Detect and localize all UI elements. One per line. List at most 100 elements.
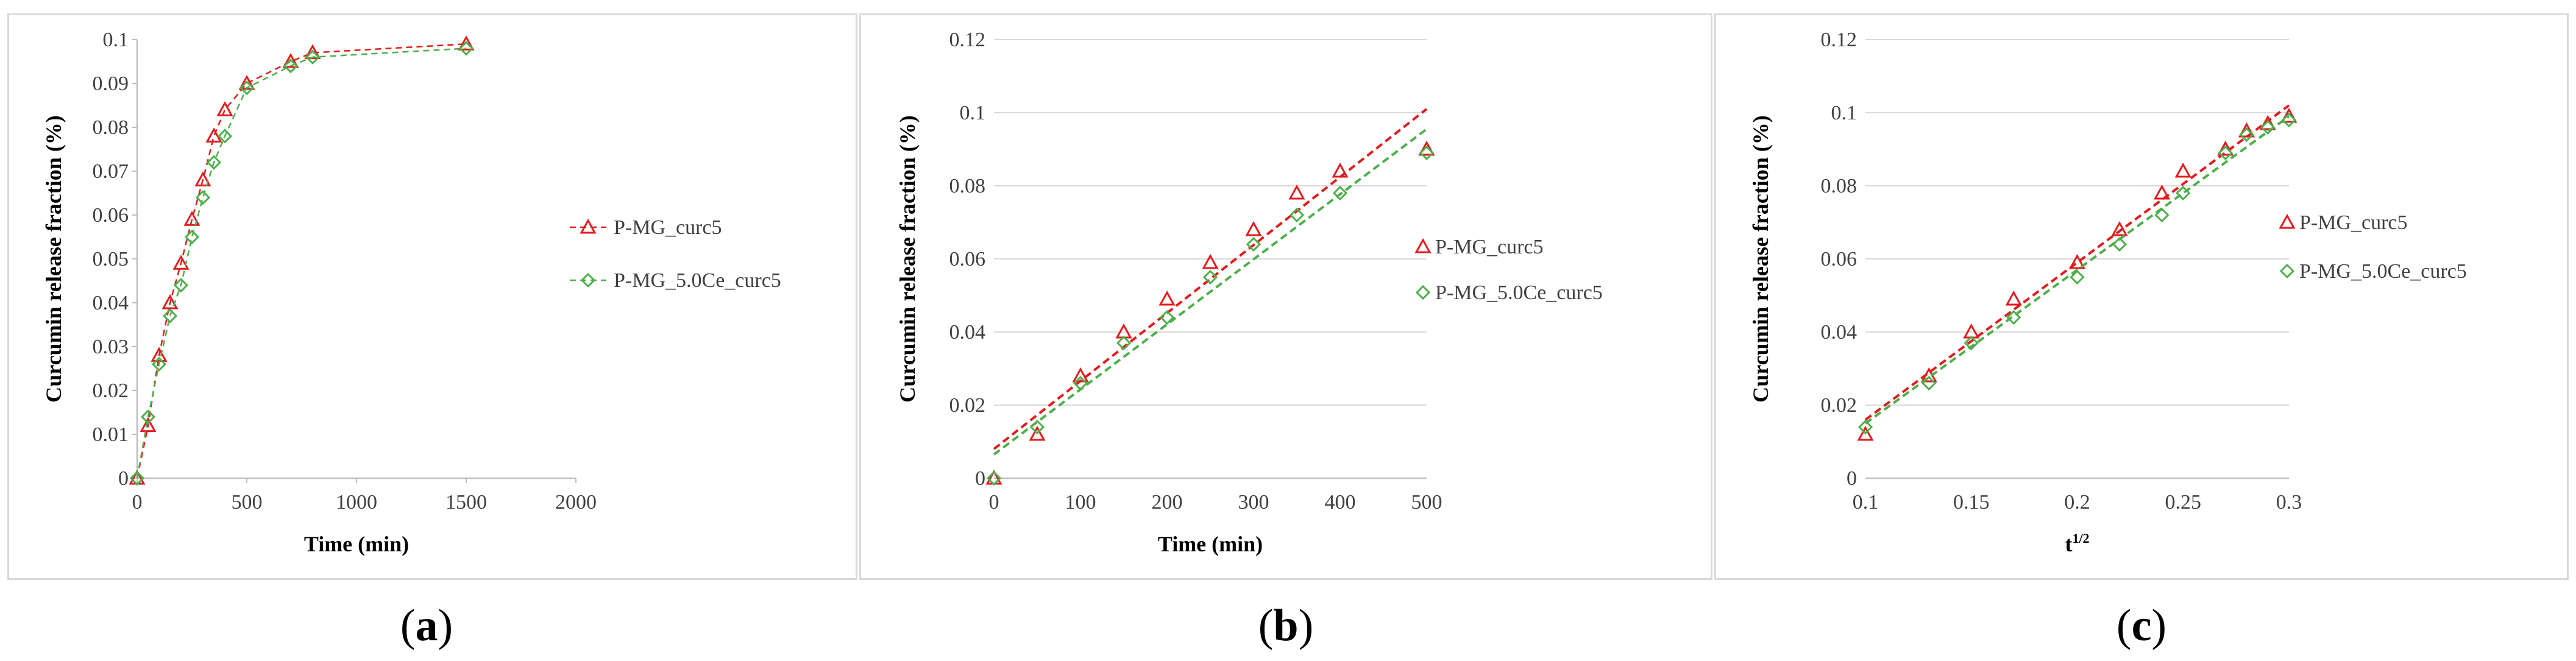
c-series-2-point (1964, 335, 1979, 351)
a-series-2-point (140, 409, 156, 425)
a-xtick-label: 2000 (555, 491, 597, 514)
a-series-2-point (184, 229, 200, 245)
b-legend-label-1: P-MG_curc5 (1435, 236, 1544, 258)
a-series-1-line (136, 43, 467, 479)
chart-panel-c: 0 0.02 0.04 0.06 0.08 0.1 0.12 0.1 0.15 0.2 0.25 0.… (1714, 13, 2569, 580)
c-legend-marker-2 (2279, 263, 2295, 279)
c-series-2-point (1857, 419, 1873, 435)
b-series-2-point (1332, 185, 1348, 201)
b-xtick-label: 0 (989, 491, 999, 514)
a-series-2 (129, 41, 474, 486)
c-series-1-point (2068, 253, 2086, 269)
c-series-1-point (2259, 115, 2276, 130)
b-series-2-point (1073, 375, 1088, 391)
a-series-2-point (217, 129, 233, 144)
c-series-1-point (2111, 221, 2128, 236)
a-ytick-label: 0 (118, 467, 129, 490)
c-legend-label-1: P-MG_curc5 (2299, 211, 2408, 234)
b-xtick-label: 400 (1325, 491, 1356, 514)
c-y-axis-title: Curcumin release fraction (%) (1748, 115, 1773, 403)
b-xtick-label: 500 (1411, 491, 1442, 514)
c-ytick-label: 0.02 (1821, 394, 1857, 417)
c-series-1-point (2005, 290, 2022, 306)
c-ytick-label: 0.04 (1821, 321, 1857, 344)
a-series-2-point (129, 470, 145, 486)
a-legend-label-1: P-MG_curc5 (614, 216, 722, 239)
c-ytick-label: 0.08 (1821, 175, 1857, 197)
caption-c-letter: c (2131, 601, 2152, 651)
c-ytick-label: 0.1 (1831, 102, 1857, 124)
a-series-2-point (239, 80, 255, 96)
caption-a: (a) (400, 601, 453, 651)
a-legend-entry-2: P-MG_5.0Ce_curc5 (570, 269, 781, 292)
b-series-2-point (1159, 309, 1175, 325)
c-series-2-point (2112, 236, 2127, 252)
c-series-2-point (1921, 375, 1937, 391)
a-legend-label-2: P-MG_5.0Ce_curc5 (614, 269, 781, 292)
c-xtick-label: 0.1 (1853, 491, 1879, 514)
b-series-1-point (1245, 221, 1262, 236)
b-gridlines (994, 39, 1427, 406)
b-series-2-point (1029, 419, 1045, 435)
b-ytick-label: 0.08 (949, 175, 986, 197)
c-series-1-point (2238, 122, 2255, 138)
c-series-1-point (1857, 425, 1874, 441)
caption-c: (c) (2116, 601, 2167, 651)
c-x-axis-title: t1/2 (2065, 531, 2089, 556)
a-ytick-label: 0.05 (93, 248, 129, 270)
c-series-2-point (2218, 145, 2233, 161)
c-ytick-label: 0 (1847, 467, 1857, 490)
c-gridlines (1865, 39, 2289, 406)
a-series-1-point (140, 417, 157, 433)
a-series-1 (129, 35, 475, 485)
c-xtick-label: 0.3 (2276, 491, 2302, 514)
a-ytick-label: 0.08 (93, 116, 129, 139)
a-ytick-label: 0.04 (93, 292, 129, 314)
chart-a: 0 0.01 0.02 0.03 0.04 0.05 0.06 0.07 0.08 0.09 0.1… (41, 29, 781, 556)
c-legend-entry-2: P-MG_5.0Ce_curc5 (2279, 260, 2467, 283)
a-series-1-point (194, 171, 211, 186)
a-series-1-point (458, 35, 475, 51)
a-tick-labels: 0 0.01 0.02 0.03 0.04 0.05 0.06 0.07 0.08 0.09 0.1… (93, 29, 597, 514)
caption-b: (b) (1258, 601, 1314, 651)
c-series-2-point (2006, 309, 2021, 325)
b-series-2-point (986, 470, 1002, 486)
c-ytick-label: 0.06 (1821, 248, 1857, 270)
b-ytick-label: 0 (975, 467, 985, 490)
a-series-2-point (283, 58, 299, 74)
c-series-1-trendline (1864, 104, 2290, 421)
a-series-1-point (161, 294, 179, 309)
c-xtick-label: 0.15 (1953, 491, 1990, 514)
a-xtick-label: 1500 (445, 491, 487, 514)
b-series-1-point (1288, 184, 1305, 200)
chart-c: 0 0.02 0.04 0.06 0.08 0.1 0.12 0.1 0.15 0.2 0.25 0.… (1748, 29, 2467, 556)
chart-panel-b: 0 0.02 0.04 0.06 0.08 0.1 0.12 0 100 200 300 400 500… (859, 13, 1712, 580)
a-series-1-point (183, 211, 200, 226)
a-series-2-point (305, 49, 321, 65)
a-legend-entry-1: P-MG_curc5 (570, 216, 722, 239)
b-xtick-label: 100 (1065, 491, 1096, 514)
a-xtick-label: 1000 (336, 491, 377, 514)
c-xtick-label: 0.2 (2064, 491, 2090, 514)
c-xtick-label: 0.25 (2165, 491, 2202, 514)
b-series-2-point (1419, 145, 1435, 161)
b-legend-entry-1: P-MG_curc5 (1414, 236, 1544, 258)
b-legend-entry-2: P-MG_5.0Ce_curc5 (1415, 281, 1603, 304)
a-series-2-point (458, 41, 474, 56)
b-series-2-trendline (993, 128, 1428, 456)
a-series-1-point (205, 127, 222, 143)
caption-a-letter: a (415, 601, 438, 651)
c-series-2-point (2070, 269, 2085, 285)
a-ytick-label: 0.02 (93, 380, 129, 402)
a-ytick-label: 0.06 (93, 204, 129, 227)
c-series-1-point (2280, 107, 2297, 123)
a-xtick-label: 500 (232, 491, 263, 514)
c-legend-label-2: P-MG_5.0Ce_curc5 (2299, 260, 2467, 283)
a-legend-marker-1 (580, 218, 597, 234)
b-ytick-label: 0.06 (949, 248, 986, 270)
a-series-1-point (282, 52, 299, 68)
b-x-axis-title: Time (min) (1158, 532, 1263, 556)
c-series-1 (1857, 104, 2297, 441)
b-ytick-label: 0.02 (949, 394, 986, 417)
caption-b-letter: b (1273, 601, 1299, 651)
